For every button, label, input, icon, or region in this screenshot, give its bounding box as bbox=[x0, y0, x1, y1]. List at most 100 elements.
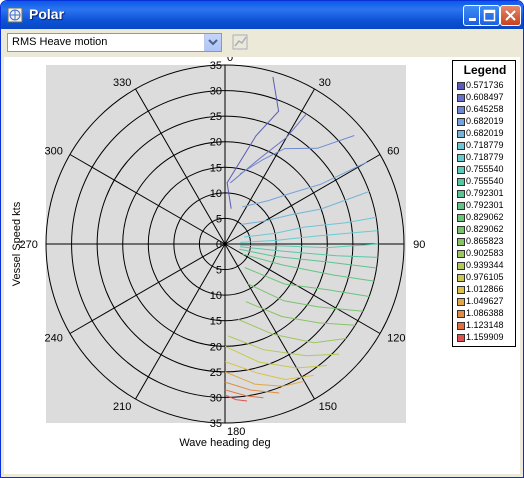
legend-label: 1.012866 bbox=[466, 284, 504, 294]
legend-label: 0.829062 bbox=[466, 212, 504, 222]
legend-swatch bbox=[457, 214, 465, 222]
contour-line bbox=[240, 243, 379, 249]
close-icon bbox=[505, 10, 516, 21]
radial-tick-label: 0 bbox=[216, 239, 222, 251]
maximize-icon bbox=[483, 9, 496, 22]
legend-label: 1.159909 bbox=[466, 332, 504, 342]
radial-tick-label: 5 bbox=[216, 265, 222, 277]
contour-line bbox=[244, 267, 370, 297]
legend-label: 0.718779 bbox=[466, 152, 504, 162]
contour-line bbox=[242, 253, 374, 282]
legend-swatch bbox=[457, 250, 465, 258]
polar-chart: 35 30 25 20 15 10 5 0 5 10 15 20 25 30 35 0 30 60 90 120 150… bbox=[11, 57, 425, 449]
legend-label: 1.086388 bbox=[466, 308, 504, 318]
contour-line bbox=[224, 361, 314, 381]
legend-swatch bbox=[457, 226, 465, 234]
legend: Legend 0.571736 0.608497 0.645258 0.682019 0… bbox=[452, 60, 516, 347]
contour-line bbox=[226, 76, 280, 209]
contour-line bbox=[228, 335, 340, 357]
contour-line bbox=[238, 319, 346, 344]
legend-label: 0.829062 bbox=[466, 224, 504, 234]
legend-label: 0.939344 bbox=[466, 260, 504, 270]
angle-tick-label: 330 bbox=[113, 77, 131, 89]
legend-title: Legend bbox=[463, 63, 507, 77]
grid-spoke bbox=[224, 243, 315, 400]
angle-tick-label: 0 bbox=[227, 57, 233, 64]
legend-swatch bbox=[457, 178, 465, 186]
close-button[interactable] bbox=[500, 5, 521, 26]
radial-tick-label: 15 bbox=[210, 316, 222, 328]
legend-swatch bbox=[457, 298, 465, 306]
grid-spoke bbox=[69, 154, 226, 245]
contour-line bbox=[240, 230, 378, 243]
contour-line bbox=[240, 246, 378, 258]
contour-line bbox=[224, 345, 327, 369]
contour-line bbox=[244, 216, 377, 238]
legend-swatch bbox=[457, 166, 465, 174]
grid-spoke bbox=[69, 243, 226, 334]
grid-spoke bbox=[224, 243, 381, 334]
contour-line bbox=[224, 389, 264, 399]
angle-tick-label: 60 bbox=[387, 145, 399, 157]
legend-label: 0.571736 bbox=[466, 80, 504, 90]
radial-tick-label: 25 bbox=[210, 111, 222, 123]
angle-tick-label: 150 bbox=[319, 401, 337, 413]
legend-swatch bbox=[457, 118, 465, 126]
grid-spoke bbox=[135, 88, 226, 245]
contour-line bbox=[241, 191, 370, 225]
angle-tick-label: 210 bbox=[113, 401, 131, 413]
title-bar[interactable]: Polar bbox=[1, 1, 523, 29]
grid-spoke bbox=[224, 154, 381, 245]
legend-swatch bbox=[457, 274, 465, 282]
legend-label: 0.645258 bbox=[466, 104, 504, 114]
chart-area: 35 30 25 20 15 10 5 0 5 10 15 20 25 30 35 0 30 60 90 120 150… bbox=[4, 57, 520, 474]
legend-label: 0.682019 bbox=[466, 116, 504, 126]
maximize-button[interactable] bbox=[479, 5, 500, 26]
legend-label: 0.608497 bbox=[466, 92, 504, 102]
radial-tick-label: 10 bbox=[210, 290, 222, 302]
chevron-down-icon[interactable] bbox=[204, 34, 221, 51]
legend-label: 0.792301 bbox=[466, 200, 504, 210]
legend-label: 0.755540 bbox=[466, 164, 504, 174]
grid-spoke bbox=[224, 88, 315, 245]
angle-tick-label: 300 bbox=[45, 145, 63, 157]
quantity-select-value: RMS Heave motion bbox=[12, 36, 108, 48]
angle-tick-label: 90 bbox=[413, 239, 425, 251]
contour-line bbox=[224, 394, 248, 402]
legend-swatch bbox=[457, 322, 465, 330]
legend-label: 0.682019 bbox=[466, 128, 504, 138]
legend-label: 0.865823 bbox=[466, 236, 504, 246]
legend-label: 0.755540 bbox=[466, 176, 504, 186]
radial-tick-label: 30 bbox=[210, 86, 222, 98]
contour-line bbox=[242, 161, 367, 208]
legend-swatch bbox=[457, 310, 465, 318]
y-axis-label: Vessel Speed kts bbox=[11, 201, 23, 286]
contour-line bbox=[245, 301, 356, 326]
minimize-icon bbox=[469, 18, 476, 21]
x-axis-label: Wave heading deg bbox=[179, 437, 270, 449]
legend-swatch bbox=[457, 286, 465, 294]
angle-tick-label: 30 bbox=[319, 77, 331, 89]
radial-tick-label: 35 bbox=[210, 60, 222, 72]
radial-tick-label: 5 bbox=[216, 213, 222, 225]
legend-swatch bbox=[457, 130, 465, 138]
legend-swatch bbox=[457, 262, 465, 270]
legend-swatch bbox=[457, 154, 465, 162]
contour-line bbox=[239, 135, 355, 175]
legend-swatch bbox=[457, 106, 465, 114]
legend-label: 1.049627 bbox=[466, 296, 504, 306]
legend-swatch bbox=[457, 190, 465, 198]
legend-swatch bbox=[457, 334, 465, 342]
angle-tick-label: 180 bbox=[227, 426, 245, 438]
radial-tick-label: 35 bbox=[210, 418, 222, 430]
angle-tick-label: 120 bbox=[387, 333, 405, 345]
angle-tick-label: 270 bbox=[19, 239, 37, 251]
radial-tick-label: 15 bbox=[210, 162, 222, 174]
polar-app-icon bbox=[7, 7, 23, 23]
contour-line bbox=[224, 381, 280, 394]
radial-tick-label: 25 bbox=[210, 367, 222, 379]
grid-spoke bbox=[135, 243, 226, 400]
chart-tool-icon[interactable] bbox=[231, 33, 249, 51]
contour-line bbox=[239, 248, 377, 269]
quantity-select[interactable]: RMS Heave motion bbox=[7, 33, 222, 52]
